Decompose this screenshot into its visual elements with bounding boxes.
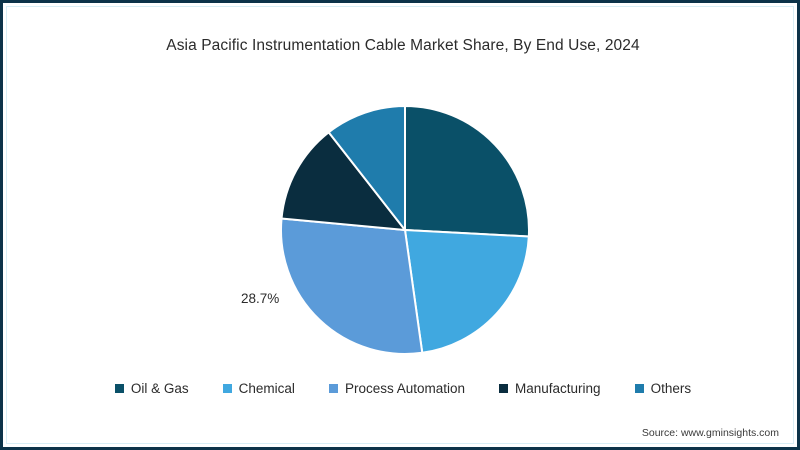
chart-title: Asia Pacific Instrumentation Cable Marke… [166,37,640,54]
pie-chart-svg [280,105,530,355]
legend-swatch-icon-manufacturing [499,384,509,394]
pie-slice-oil-gas[interactable] [404,105,530,238]
legend-item-chemical[interactable]: Chemical [222,381,295,396]
legend-swatch-icon-chemical [222,384,232,394]
pie-slice-chemical[interactable] [404,229,530,354]
source-attribution: Source: www.gminsights.com [641,427,779,439]
legend-item-label: Oil & Gas [130,381,189,396]
legend-item-label: Others [650,381,692,396]
legend-item-oil-gas[interactable]: Oil & Gas [114,381,189,396]
pie-slice-others[interactable] [327,105,406,231]
legend-swatch-icon-process-automation [328,384,338,394]
legend-item-manufacturing[interactable]: Manufacturing [499,382,601,396]
pie-slice-manufacturing[interactable] [280,131,406,231]
pie-slice-process-automation[interactable] [280,217,424,355]
legend-swatch-icon-oil-gas [114,384,124,394]
pie-slice-group [280,105,530,355]
legend-item-others[interactable]: Others [634,381,692,396]
legend-item-label: Manufacturing [515,381,601,396]
legend-item-process-automation[interactable]: Process Automation [328,381,466,396]
pie-data-label-process-automation: 28.7% [241,291,280,306]
legend-swatch-icon-others [634,384,644,394]
legend-item-label: Process Automation [344,381,466,396]
chart-legend: Oil & Gas Chemical Process Automation Manuf… [3,381,797,396]
legend-item-label: Chemical [238,381,295,396]
pie-chart [279,104,531,356]
